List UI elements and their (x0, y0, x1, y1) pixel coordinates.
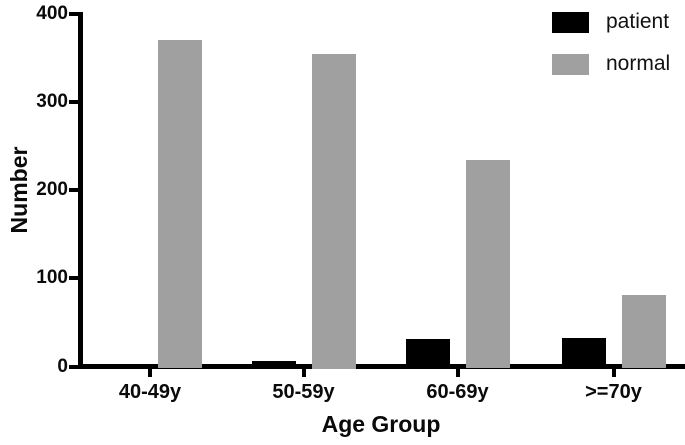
bar-normal-40-49y (158, 39, 202, 369)
x-tick-label: 60-69y (426, 381, 489, 403)
normal-color-swatch (552, 53, 589, 75)
legend: patient normal (552, 10, 670, 76)
y-tick-label: 0 (57, 355, 68, 377)
legend-item-normal: normal (552, 52, 670, 76)
bar-patient-50-59y (251, 361, 296, 369)
x-tick-label: 50-59y (272, 381, 335, 403)
y-tick-label: 100 (36, 267, 68, 289)
x-tick (611, 368, 616, 377)
y-tick (69, 12, 79, 16)
x-tick (455, 368, 460, 377)
bar-normal-60-69y (465, 160, 510, 369)
y-tick-label: 300 (36, 91, 68, 113)
x-tick-label: >=70y (585, 381, 642, 403)
y-tick (69, 188, 79, 193)
y-tick (69, 100, 79, 105)
x-tick (301, 368, 306, 377)
y-tick-label: 400 (36, 3, 68, 24)
x-tick (148, 368, 152, 377)
bar-patient-60-69y (405, 339, 450, 369)
x-axis-line (78, 364, 685, 369)
patient-color-swatch (552, 11, 589, 33)
legend-label-normal: normal (606, 52, 671, 75)
y-tick (69, 364, 79, 369)
y-tick-label: 200 (36, 179, 68, 201)
bar-patient->=70y (561, 338, 606, 369)
y-tick (69, 276, 79, 281)
legend-item-patient: patient (552, 10, 670, 34)
bar-normal-50-59y (311, 53, 356, 369)
x-axis-title: Age Group (321, 411, 441, 437)
legend-label-patient: patient (606, 10, 670, 33)
x-tick-label: 40-49y (118, 381, 182, 403)
y-axis-line (78, 12, 83, 369)
bar-normal->=70y (621, 295, 666, 369)
